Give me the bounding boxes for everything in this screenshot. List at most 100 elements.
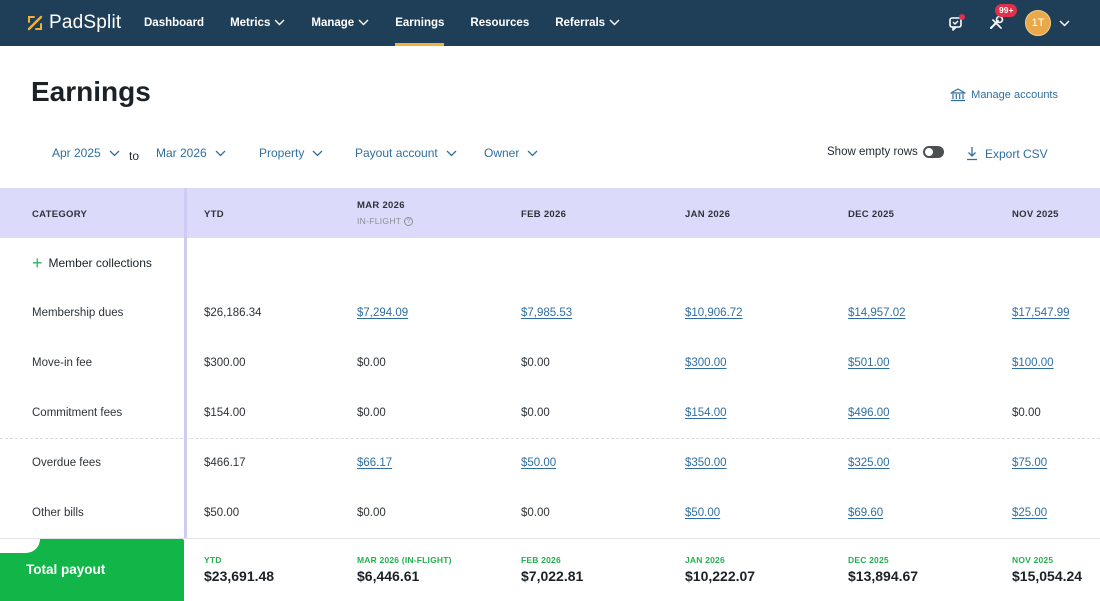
row-label: Other bills [32, 507, 84, 519]
total-column: MAR 2026 (IN-FLIGHT) $6,446.61 [357, 555, 452, 584]
total-column-label: YTD [204, 555, 222, 565]
amount-link[interactable]: $325.00 [848, 457, 890, 469]
chevron-down-icon [358, 17, 369, 29]
avatar-chevron-down-icon[interactable] [1059, 14, 1070, 32]
table-row: Other bills $50.00 $0.00 $0.00 $50.00 $69.60 $… [0, 488, 1100, 538]
section-label: Member collections [48, 256, 152, 270]
nav-item-resources[interactable]: Resources [470, 0, 529, 46]
from-month-select[interactable]: Apr 2025 [52, 146, 120, 160]
nav-links: Dashboard Metrics Manage Earnings Resources R… [144, 0, 646, 46]
plus-icon: + [32, 253, 43, 273]
totals-row: Total payout YTD $23,691.48 MAR 2026 (IN-F… [0, 538, 1100, 601]
export-csv-button[interactable]: Export CSV [966, 146, 1048, 161]
amount-link[interactable]: $50.00 [685, 507, 721, 519]
from-month-value: Apr 2025 [52, 146, 101, 160]
manage-accounts-link[interactable]: Manage accounts [950, 88, 1058, 102]
chevron-down-icon [215, 146, 226, 160]
nav-item-label: Manage [311, 17, 355, 29]
total-column: YTD $23,691.48 [204, 555, 274, 584]
total-column-value: $7,022.81 [521, 568, 584, 584]
row-label: Move-in fee [32, 357, 93, 369]
date-range-separator: to [129, 149, 140, 163]
download-icon [967, 147, 977, 161]
total-column-value: $15,054.24 [1012, 568, 1083, 584]
amount-cell: $26,186.34 [204, 307, 262, 319]
row-label: Commitment fees [32, 407, 123, 419]
to-month-select[interactable]: Mar 2026 [156, 146, 226, 160]
amount-link[interactable]: $501.00 [848, 357, 890, 369]
nav-item-label: Referrals [555, 17, 606, 29]
total-column-value: $10,222.07 [685, 568, 756, 584]
total-column-value: $23,691.48 [204, 568, 275, 584]
amount-cell: $0.00 [357, 357, 386, 369]
nav-item-manage[interactable]: Manage [311, 0, 369, 46]
total-column-value: $13,894.67 [848, 568, 919, 584]
amount-link[interactable]: $154.00 [685, 407, 727, 419]
amount-link[interactable]: $7,294.09 [357, 307, 409, 319]
bank-icon [950, 88, 966, 102]
show-empty-rows-control: Show empty rows [827, 146, 944, 158]
nav-item-earnings[interactable]: Earnings [395, 0, 445, 46]
padsplit-logo[interactable]: PadSplit [26, 12, 144, 34]
amount-cell: $50.00 [204, 507, 240, 519]
amount-link[interactable]: $10,906.72 [685, 307, 743, 319]
nav-item-label: Metrics [230, 17, 271, 29]
section-toggle-member-collections[interactable]: + Member collections [32, 253, 152, 273]
top-nav: PadSplit Dashboard Metrics Manage Earnings R… [0, 0, 1100, 46]
nav-item-dashboard[interactable]: Dashboard [144, 0, 204, 46]
amount-link[interactable]: $350.00 [685, 457, 727, 469]
sticky-column-edge [184, 188, 187, 538]
column-header-jan-2026: JAN 2026 [685, 209, 731, 220]
amount-cell: $0.00 [1012, 407, 1041, 419]
table-row: Move-in fee $300.00 $0.00 $0.00 $300.00 $501.… [0, 338, 1100, 388]
notification-badge: 99+ [995, 4, 1018, 17]
payout-account-filter[interactable]: Payout account [355, 146, 457, 160]
amount-link[interactable]: $69.60 [848, 507, 884, 519]
amount-link[interactable]: $300.00 [685, 357, 727, 369]
amount-link[interactable]: $50.00 [521, 457, 557, 469]
amount-cell: $154.00 [204, 407, 246, 419]
amount-cell: $300.00 [204, 357, 246, 369]
info-icon[interactable]: ? [404, 216, 414, 226]
export-csv-label: Export CSV [985, 146, 1048, 161]
total-payout-box: Total payout [0, 539, 184, 601]
property-filter-label: Property [259, 146, 305, 160]
table-header: CATEGORY YTD MAR 2026 IN-FLIGHT ? FEB 20… [0, 188, 1100, 238]
amount-link[interactable]: $496.00 [848, 407, 890, 419]
chevron-down-icon [312, 146, 323, 160]
logo-text: PadSplit [49, 12, 122, 33]
total-column: NOV 2025 $15,054.24 [1012, 555, 1082, 584]
support-chat-icon[interactable] [945, 12, 967, 34]
total-column: FEB 2026 $7,022.81 [521, 555, 583, 584]
column-header-dec-2025: DEC 2025 [848, 209, 895, 220]
amount-cell: $0.00 [357, 407, 386, 419]
total-column-label: NOV 2025 [1012, 555, 1054, 565]
avatar[interactable]: 1T [1025, 10, 1051, 36]
total-column: DEC 2025 $13,894.67 [848, 555, 918, 584]
nav-item-referrals[interactable]: Referrals [555, 0, 620, 46]
property-filter[interactable]: Property [259, 146, 323, 160]
tools-icon[interactable]: 99+ [985, 4, 1018, 34]
filter-bar: Apr 2025 to Mar 2026 Property Payout acc… [0, 146, 1100, 168]
column-header-nov-2025: NOV 2025 [1012, 209, 1059, 220]
table-row: Overdue fees $466.17 $66.17 $50.00 $350.00 $3… [0, 438, 1100, 488]
amount-link[interactable]: $17,547.99 [1012, 307, 1070, 319]
amount-link[interactable]: $7,985.53 [521, 307, 573, 319]
nav-item-metrics[interactable]: Metrics [230, 0, 285, 46]
column-header-ytd: YTD [204, 209, 224, 220]
table-row: Commitment fees $154.00 $0.00 $0.00 $154.00 $… [0, 388, 1100, 438]
owner-filter[interactable]: Owner [484, 146, 538, 160]
amount-link[interactable]: $66.17 [357, 457, 393, 469]
amount-cell: $0.00 [521, 357, 550, 369]
payout-account-filter-label: Payout account [355, 146, 438, 160]
amount-cell: $0.00 [521, 407, 550, 419]
amount-link[interactable]: $75.00 [1012, 457, 1048, 469]
total-column-label: MAR 2026 (IN-FLIGHT) [357, 555, 452, 565]
nav-item-label: Dashboard [144, 17, 205, 29]
amount-link[interactable]: $100.00 [1012, 357, 1054, 369]
nav-item-label: Resources [470, 17, 530, 29]
amount-cell: $0.00 [521, 507, 550, 519]
show-empty-rows-toggle[interactable] [922, 146, 944, 158]
amount-link[interactable]: $25.00 [1012, 507, 1048, 519]
amount-link[interactable]: $14,957.02 [848, 307, 906, 319]
